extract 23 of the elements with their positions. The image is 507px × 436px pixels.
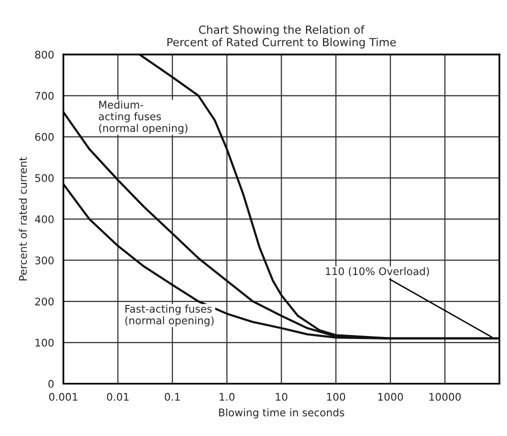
y-tick-label: 300 xyxy=(35,256,54,264)
x-tick-label: 0.01 xyxy=(106,392,129,401)
y-tick-label: 800 xyxy=(35,50,54,59)
y-tick-label: 0 xyxy=(48,380,54,388)
x-tick-label: 1000 xyxy=(378,392,403,401)
x-axis-title: Blowing time in seconds xyxy=(219,408,344,418)
y-tick-label: 500 xyxy=(35,174,54,182)
y-tick-label: 600 xyxy=(35,133,54,141)
x-tick-label: 10 xyxy=(276,392,288,401)
y-axis-title: Percent of rated current xyxy=(18,157,27,280)
x-tick-label: 0.001 xyxy=(49,392,78,401)
y-tick-label: 100 xyxy=(36,338,54,347)
x-tick-label: 1.0 xyxy=(220,392,234,401)
x-tick-label: 0.1 xyxy=(164,392,180,401)
annotation: 110 (10% Overload) xyxy=(326,267,429,276)
chart-title: Chart Showing the Relation of Percent of Rated Current to Blowing Time xyxy=(167,25,396,48)
series-label: Fast-acting fuses (normal opening) xyxy=(125,304,214,326)
x-tick-label: 10000 xyxy=(429,392,461,401)
y-tick-label: 400 xyxy=(34,215,54,224)
series-label: Medium- acting fuses (normal opening) xyxy=(98,100,188,134)
y-tick-label: 700 xyxy=(35,92,54,100)
x-tick-label: 100 xyxy=(327,392,346,401)
y-tick-label: 200 xyxy=(35,298,54,306)
